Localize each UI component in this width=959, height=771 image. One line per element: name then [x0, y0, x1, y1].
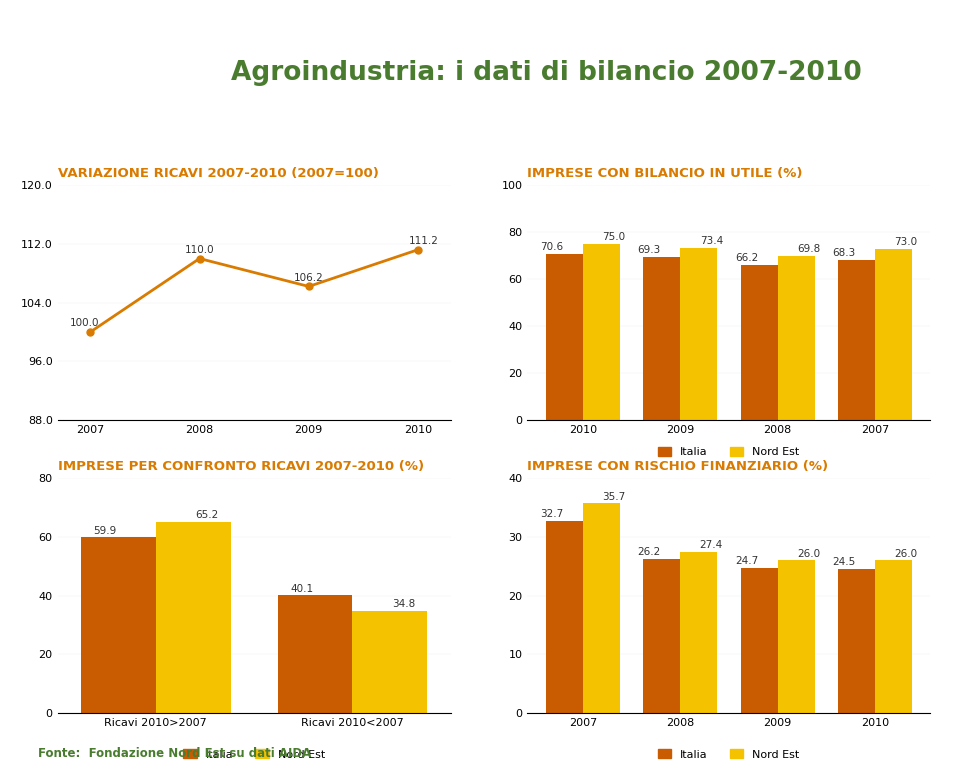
Text: 69.8: 69.8 — [797, 244, 820, 254]
Text: 34.8: 34.8 — [391, 599, 415, 609]
Legend: Italia, Nord Est: Italia, Nord Est — [179, 745, 329, 764]
Legend: Italia, Nord Est: Italia, Nord Est — [654, 745, 804, 764]
Text: I punti di forza: I punti di forza — [20, 102, 157, 120]
Bar — [875, 561, 912, 713]
Text: 68.3: 68.3 — [832, 247, 855, 258]
Bar — [740, 264, 778, 420]
Text: 24.5: 24.5 — [832, 557, 855, 567]
Text: Agroindustria: i dati di bilancio 2007-2010: Agroindustria: i dati di bilancio 2007-2… — [231, 60, 862, 86]
Bar — [82, 537, 155, 713]
Text: Fonte:  Fondazione Nord Est su dati AIDA: Fonte: Fondazione Nord Est su dati AIDA — [38, 747, 312, 760]
Bar — [740, 568, 778, 713]
Bar — [838, 569, 875, 713]
Bar — [643, 559, 680, 713]
Bar — [680, 247, 717, 420]
Text: 27.4: 27.4 — [700, 540, 723, 550]
Bar — [838, 260, 875, 420]
Text: 32.7: 32.7 — [540, 509, 563, 519]
Bar — [875, 248, 912, 420]
Text: 26.0: 26.0 — [895, 548, 918, 558]
Bar — [546, 254, 583, 420]
Bar — [778, 256, 814, 420]
Text: IMPRESE CON BILANCIO IN UTILE (%): IMPRESE CON BILANCIO IN UTILE (%) — [527, 167, 803, 180]
Bar — [155, 521, 230, 713]
Text: VARIAZIONE RICAVI 2007-2010 (2007=100): VARIAZIONE RICAVI 2007-2010 (2007=100) — [58, 167, 379, 180]
Text: 69.3: 69.3 — [638, 245, 661, 255]
Text: 24.7: 24.7 — [735, 556, 758, 566]
Bar — [778, 561, 814, 713]
Text: IMPRESE PER CONFRONTO RICAVI 2007-2010 (%): IMPRESE PER CONFRONTO RICAVI 2007-2010 (… — [58, 460, 424, 473]
Text: 75.0: 75.0 — [602, 232, 625, 242]
Bar — [583, 503, 620, 713]
Text: 66.2: 66.2 — [735, 253, 758, 263]
Bar — [546, 521, 583, 713]
Bar — [583, 244, 620, 420]
Text: 100.0: 100.0 — [70, 318, 100, 328]
Bar — [643, 258, 680, 420]
Text: 110.0: 110.0 — [185, 244, 215, 254]
Text: 65.2: 65.2 — [195, 510, 219, 520]
Text: 70.6: 70.6 — [540, 242, 563, 252]
Text: 35.7: 35.7 — [602, 492, 625, 501]
Bar — [680, 552, 717, 713]
Text: 111.2: 111.2 — [409, 236, 438, 246]
Bar — [352, 611, 427, 713]
Text: 40.1: 40.1 — [290, 584, 313, 594]
Text: 26.0: 26.0 — [797, 548, 820, 558]
Text: IMPRESE CON RISCHIO FINANZIARIO (%): IMPRESE CON RISCHIO FINANZIARIO (%) — [527, 460, 829, 473]
Text: 73.0: 73.0 — [895, 237, 918, 247]
Legend: Italia, Nord Est: Italia, Nord Est — [654, 443, 804, 462]
Text: 59.9: 59.9 — [93, 526, 117, 536]
Text: 26.2: 26.2 — [638, 547, 661, 557]
Text: 73.4: 73.4 — [700, 236, 723, 246]
Text: 106.2: 106.2 — [293, 273, 323, 283]
Bar — [278, 595, 353, 713]
